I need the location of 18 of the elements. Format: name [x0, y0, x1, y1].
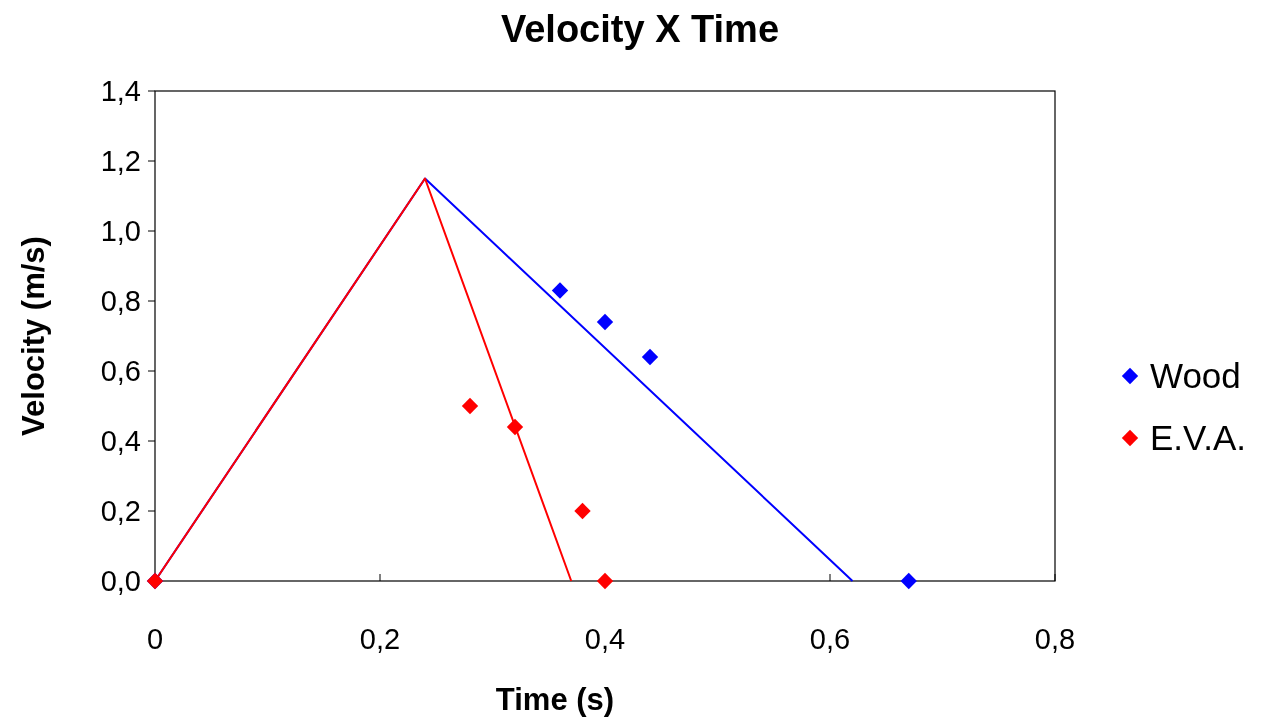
y-tick-label: 0,8	[100, 285, 141, 318]
legend-label: E.V.A.	[1150, 418, 1246, 458]
y-tick-label: 0,6	[100, 355, 141, 388]
x-tick-label: 0,8	[1034, 623, 1076, 655]
legend-label: Wood	[1150, 356, 1241, 396]
y-tick-label: 1,4	[100, 75, 141, 108]
x-tick-label: 0	[146, 623, 164, 655]
x-tick-label: 0,6	[809, 623, 851, 655]
x-axis-title: Time (s)	[495, 682, 615, 717]
y-tick-label: 0,2	[100, 495, 141, 528]
x-tick-label: 0,4	[584, 623, 626, 655]
y-axis-title: Velocity (m/s)	[16, 236, 51, 436]
y-tick-label: 1,2	[100, 145, 141, 178]
y-tick-label: 0,0	[100, 565, 141, 598]
y-tick-label: 0,4	[100, 425, 141, 458]
y-tick-label: 1,0	[100, 215, 141, 248]
x-tick-label: 0,2	[359, 623, 401, 655]
chart-title: Velocity X Time	[500, 8, 780, 50]
